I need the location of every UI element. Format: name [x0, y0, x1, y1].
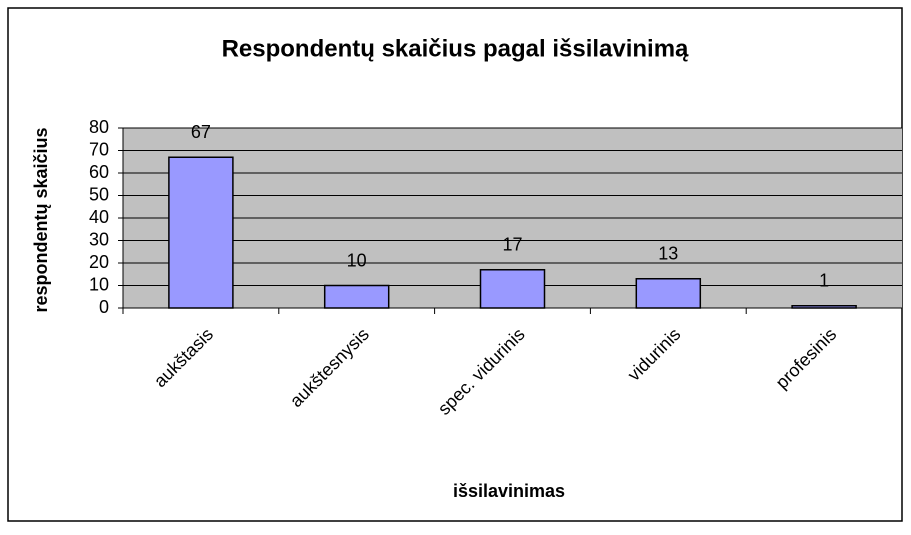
y-tick-label: 0	[99, 297, 109, 317]
y-tick-label: 40	[89, 207, 109, 227]
bar	[323, 284, 390, 309]
y-tick-label: 10	[89, 274, 109, 294]
data-label: 10	[347, 250, 367, 270]
y-tick-label: 30	[89, 229, 109, 249]
data-label: 1	[819, 271, 829, 291]
chart-title: Respondentų skaičius pagal išsilavinimą	[222, 35, 689, 62]
y-tick-label: 80	[89, 117, 109, 137]
x-axis-label: išsilavinimas	[453, 481, 565, 501]
data-label: 13	[658, 244, 678, 264]
y-axis-label: respondentų skaičius	[31, 127, 51, 312]
bar	[168, 156, 234, 309]
y-tick-label: 70	[89, 139, 109, 159]
bar	[635, 278, 702, 309]
y-tick-label: 50	[89, 184, 109, 204]
bar	[791, 305, 857, 309]
data-label: 17	[502, 235, 522, 255]
y-tick-label: 20	[89, 252, 109, 272]
data-label: 67	[191, 122, 211, 142]
bar	[479, 269, 546, 309]
y-tick-label: 60	[89, 162, 109, 182]
